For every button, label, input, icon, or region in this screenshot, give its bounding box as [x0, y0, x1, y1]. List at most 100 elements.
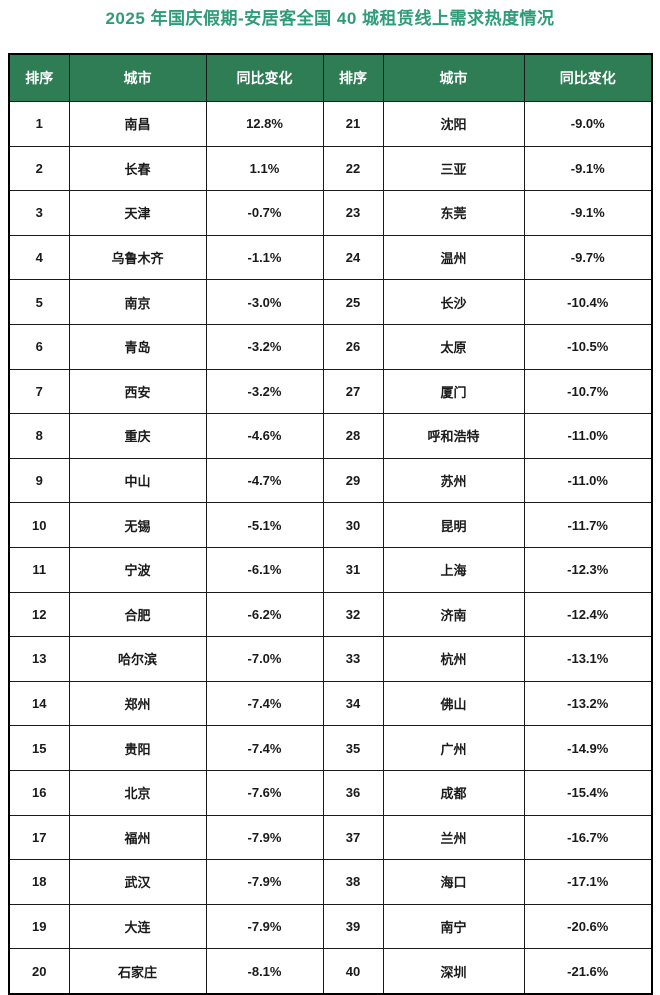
rank-cell: 14 [8, 680, 70, 727]
table-row: 12 合肥 -6.2% 32 济南 -12.4% [8, 591, 653, 638]
rank-cell: 31 [322, 546, 384, 593]
city-cell: 哈尔滨 [68, 636, 207, 682]
change-cell: -7.9% [205, 859, 324, 905]
change-cell: -3.2% [205, 323, 324, 370]
rank-cell: 16 [8, 769, 70, 816]
change-cell: -9.1% [523, 145, 653, 192]
table-row: 3 天津 -0.7% 23 东莞 -9.1% [8, 190, 653, 236]
change-cell: -15.4% [523, 769, 653, 816]
city-cell: 杭州 [382, 636, 525, 682]
change-cell: -7.4% [205, 680, 324, 727]
rank-cell: 17 [8, 814, 70, 861]
rank-cell: 18 [8, 859, 70, 905]
rank-cell: 26 [322, 323, 384, 370]
change-cell: -1.1% [205, 234, 324, 281]
change-cell: -13.1% [523, 636, 653, 682]
city-cell: 呼和浩特 [382, 413, 525, 459]
column-header-city-right: 城市 [382, 53, 525, 102]
change-cell: -14.9% [523, 725, 653, 771]
column-header-rank-right: 排序 [322, 53, 384, 102]
rank-cell: 34 [322, 680, 384, 727]
change-cell: -11.0% [523, 413, 653, 459]
table-row: 19 大连 -7.9% 39 南宁 -20.6% [8, 903, 653, 950]
rank-cell: 10 [8, 502, 70, 548]
rank-cell: 35 [322, 725, 384, 771]
change-cell: -7.0% [205, 636, 324, 682]
city-cell: 合肥 [68, 591, 207, 638]
rank-cell: 25 [322, 279, 384, 325]
city-cell: 重庆 [68, 413, 207, 459]
rank-cell: 29 [322, 457, 384, 504]
city-cell: 温州 [382, 234, 525, 281]
change-cell: -11.7% [523, 502, 653, 548]
city-cell: 南昌 [68, 101, 207, 147]
rank-cell: 12 [8, 591, 70, 638]
change-cell: -9.0% [523, 101, 653, 147]
table-row: 11 宁波 -6.1% 31 上海 -12.3% [8, 546, 653, 593]
city-cell: 昆明 [382, 502, 525, 548]
change-cell: -0.7% [205, 190, 324, 236]
city-cell: 无锡 [68, 502, 207, 548]
city-cell: 福州 [68, 814, 207, 861]
change-cell: -16.7% [523, 814, 653, 861]
table-row: 20 石家庄 -8.1% 40 深圳 -21.6% [8, 948, 653, 995]
rank-cell: 2 [8, 145, 70, 192]
change-cell: -7.6% [205, 769, 324, 816]
city-cell: 宁波 [68, 546, 207, 593]
column-header-rank-left: 排序 [8, 53, 70, 102]
change-cell: 12.8% [205, 101, 324, 147]
table-row: 7 西安 -3.2% 27 厦门 -10.7% [8, 368, 653, 415]
change-cell: -10.5% [523, 323, 653, 370]
rank-cell: 7 [8, 368, 70, 415]
rank-cell: 21 [322, 101, 384, 147]
table-row: 17 福州 -7.9% 37 兰州 -16.7% [8, 814, 653, 861]
city-cell: 长春 [68, 145, 207, 192]
table-row: 16 北京 -7.6% 36 成都 -15.4% [8, 769, 653, 816]
rank-cell: 33 [322, 636, 384, 682]
table-row: 9 中山 -4.7% 29 苏州 -11.0% [8, 457, 653, 504]
change-cell: -5.1% [205, 502, 324, 548]
city-cell: 青岛 [68, 323, 207, 370]
table-row: 14 郑州 -7.4% 34 佛山 -13.2% [8, 680, 653, 727]
city-cell: 成都 [382, 769, 525, 816]
city-cell: 济南 [382, 591, 525, 638]
change-cell: -12.4% [523, 591, 653, 638]
change-cell: -21.6% [523, 948, 653, 995]
city-cell: 乌鲁木齐 [68, 234, 207, 281]
rank-cell: 4 [8, 234, 70, 281]
rank-cell: 27 [322, 368, 384, 415]
rank-cell: 9 [8, 457, 70, 504]
city-cell: 中山 [68, 457, 207, 504]
change-cell: -7.4% [205, 725, 324, 771]
page-title: 2025 年国庆假期-安居客全国 40 城租赁线上需求热度情况 [105, 9, 555, 28]
rank-cell: 32 [322, 591, 384, 638]
rental-heat-table: 排序 城市 同比变化 排序 城市 同比变化 1 南昌 12.8% 21 沈阳 -9.0% 2… [8, 53, 653, 995]
city-cell: 南宁 [382, 903, 525, 950]
rank-cell: 30 [322, 502, 384, 548]
table-row: 13 哈尔滨 -7.0% 33 杭州 -13.1% [8, 636, 653, 682]
table-row: 15 贵阳 -7.4% 35 广州 -14.9% [8, 725, 653, 771]
rank-cell: 20 [8, 948, 70, 995]
rank-cell: 6 [8, 323, 70, 370]
city-cell: 深圳 [382, 948, 525, 995]
change-cell: -20.6% [523, 903, 653, 950]
city-cell: 苏州 [382, 457, 525, 504]
change-cell: 1.1% [205, 145, 324, 192]
city-cell: 沈阳 [382, 101, 525, 147]
rank-cell: 8 [8, 413, 70, 459]
change-cell: -10.7% [523, 368, 653, 415]
table-header: 排序 城市 同比变化 排序 城市 同比变化 [8, 53, 653, 102]
change-cell: -7.9% [205, 903, 324, 950]
rank-cell: 22 [322, 145, 384, 192]
change-cell: -4.6% [205, 413, 324, 459]
change-cell: -9.1% [523, 190, 653, 236]
city-cell: 南京 [68, 279, 207, 325]
rank-cell: 11 [8, 546, 70, 593]
city-cell: 厦门 [382, 368, 525, 415]
change-cell: -4.7% [205, 457, 324, 504]
change-cell: -10.4% [523, 279, 653, 325]
table-body: 1 南昌 12.8% 21 沈阳 -9.0% 2 长春 1.1% 22 三亚 -9.1% 3 天津 -0.7… [8, 101, 653, 995]
change-cell: -3.0% [205, 279, 324, 325]
table-row: 18 武汉 -7.9% 38 海口 -17.1% [8, 859, 653, 905]
change-cell: -7.9% [205, 814, 324, 861]
